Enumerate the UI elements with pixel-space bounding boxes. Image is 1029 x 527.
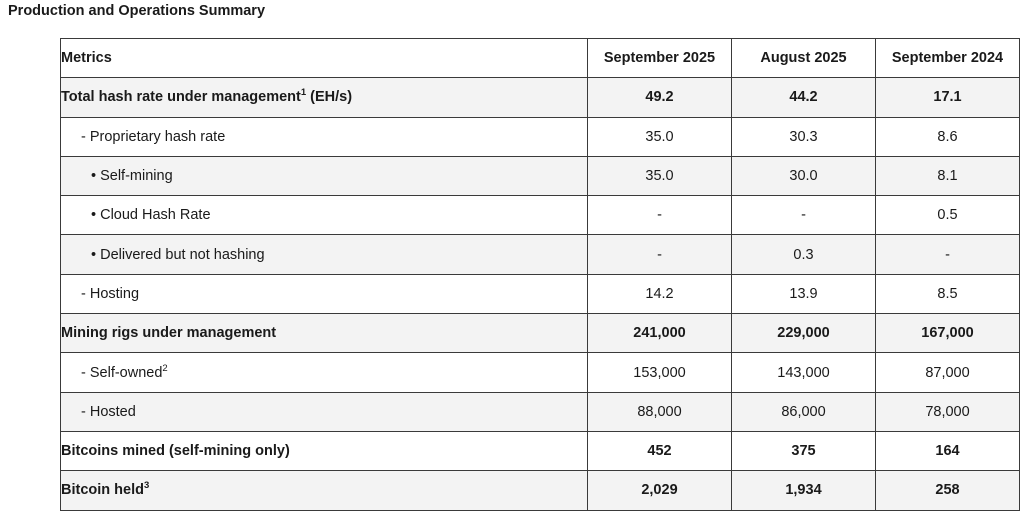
row-label: Total hash rate under management1 (EH/s)	[60, 77, 588, 118]
cell-aug-2025: 86,000	[731, 391, 876, 432]
cell-aug-2025: 229,000	[731, 313, 876, 354]
column-header-sep-2024: September 2024	[875, 37, 1020, 79]
row-label: - Self-owned2	[60, 352, 588, 393]
row-label-unit: (EH/s)	[306, 89, 353, 106]
cell-sep-2025: 2,029	[587, 470, 732, 511]
row-label: • Cloud Hash Rate	[60, 195, 588, 236]
cell-sep-2025: 241,000	[587, 313, 732, 354]
row-label: - Hosting	[60, 273, 588, 315]
table-row-proprietary-hash-rate: - Proprietary hash rate 35.0 30.3 8.6	[60, 116, 1020, 157]
row-label: Mining rigs under management	[60, 313, 588, 354]
cell-sep-2024: 87,000	[875, 352, 1020, 393]
summary-table: Metrics September 2025 August 2025 Septe…	[60, 37, 1020, 511]
cell-aug-2025: -	[731, 195, 876, 236]
cell-sep-2024: 167,000	[875, 313, 1020, 354]
table-row-delivered-not-hashing: • Delivered but not hashing - 0.3 -	[60, 234, 1020, 275]
cell-sep-2024: 258	[875, 470, 1020, 511]
row-label: Bitcoin held3	[60, 470, 588, 511]
table-header-row: Metrics September 2025 August 2025 Septe…	[60, 37, 1020, 79]
cell-aug-2025: 0.3	[731, 234, 876, 275]
cell-aug-2025: 30.3	[731, 116, 876, 157]
table-row-self-owned: - Self-owned2 153,000 143,000 87,000	[60, 352, 1020, 393]
table-row-mining-rigs: Mining rigs under management 241,000 229…	[60, 313, 1020, 354]
cell-sep-2024: 17.1	[875, 77, 1020, 118]
table-row-cloud-hash-rate: • Cloud Hash Rate - - 0.5	[60, 195, 1020, 236]
table-row-total-hash-rate: Total hash rate under management1 (EH/s)…	[60, 77, 1020, 118]
page-title: Production and Operations Summary	[8, 3, 266, 19]
table-row-self-mining: • Self-mining 35.0 30.0 8.1	[60, 155, 1020, 197]
row-label: Bitcoins mined (self-mining only)	[60, 430, 588, 472]
cell-aug-2025: 143,000	[731, 352, 876, 393]
row-label-text: Bitcoin held	[61, 482, 144, 499]
cell-sep-2024: 8.1	[875, 155, 1020, 197]
cell-sep-2025: 452	[587, 430, 732, 472]
column-header-aug-2025: August 2025	[731, 37, 876, 79]
cell-aug-2025: 30.0	[731, 155, 876, 197]
row-label: - Hosted	[60, 391, 588, 432]
table-row-bitcoin-held: Bitcoin held3 2,029 1,934 258	[60, 470, 1020, 511]
cell-sep-2024: 8.5	[875, 273, 1020, 315]
column-header-metrics: Metrics	[60, 37, 588, 79]
row-label: • Self-mining	[60, 155, 588, 197]
cell-sep-2024: 0.5	[875, 195, 1020, 236]
cell-aug-2025: 13.9	[731, 273, 876, 315]
footnote-marker: 1	[300, 87, 307, 99]
footnote-marker: 3	[143, 480, 150, 492]
cell-sep-2025: 35.0	[587, 155, 732, 197]
cell-sep-2025: 14.2	[587, 273, 732, 315]
footnote-marker: 2	[162, 362, 168, 374]
table-row-hosted: - Hosted 88,000 86,000 78,000	[60, 391, 1020, 432]
row-label-text: - Self-owned	[81, 364, 163, 381]
cell-sep-2025: 35.0	[587, 116, 732, 157]
cell-aug-2025: 44.2	[731, 77, 876, 118]
cell-aug-2025: 375	[731, 430, 876, 472]
cell-sep-2024: 164	[875, 430, 1020, 472]
row-label: • Delivered but not hashing	[60, 234, 588, 275]
cell-sep-2025: -	[587, 195, 732, 236]
cell-sep-2025: 88,000	[587, 391, 732, 432]
column-header-sep-2025: September 2025	[587, 37, 732, 79]
cell-sep-2024: 78,000	[875, 391, 1020, 432]
row-label: - Proprietary hash rate	[60, 116, 588, 157]
table-row-hosting: - Hosting 14.2 13.9 8.5	[60, 273, 1020, 315]
cell-sep-2025: 153,000	[587, 352, 732, 393]
table-row-bitcoins-mined: Bitcoins mined (self-mining only) 452 37…	[60, 430, 1020, 472]
cell-sep-2025: -	[587, 234, 732, 275]
cell-sep-2024: -	[875, 234, 1020, 275]
cell-sep-2025: 49.2	[587, 77, 732, 118]
cell-sep-2024: 8.6	[875, 116, 1020, 157]
cell-aug-2025: 1,934	[731, 470, 876, 511]
row-label-text: Total hash rate under management	[61, 89, 301, 106]
